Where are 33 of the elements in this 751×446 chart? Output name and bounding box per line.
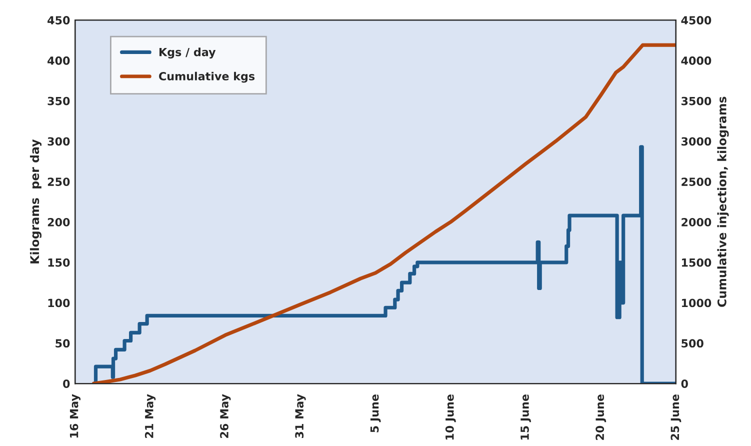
y-tick-label: 0 [63, 380, 70, 388]
y2-tick-label: 3500 [682, 96, 712, 106]
y2-tick-label: 500 [682, 339, 704, 348]
legend-label: Kgs / day [159, 48, 216, 58]
y-tick-label: 50 [56, 339, 70, 348]
y-axis-title: Kilograms per day [30, 139, 42, 264]
y2-tick-label: 1000 [682, 298, 712, 308]
y2-tick-label: 4500 [681, 16, 712, 24]
y-tick-label: 350 [48, 96, 70, 106]
x-tick-label: 15 June [520, 394, 531, 440]
x-tick-label: 26 May [220, 394, 231, 438]
y-tick-label: 250 [48, 178, 70, 186]
x-tick-label: 25 June [670, 394, 682, 440]
y-tick-label: 150 [48, 258, 70, 267]
legend-label: Cumulative kgs [159, 72, 255, 83]
y2-tick-label: 2000 [682, 218, 712, 226]
y2-tick-label: 3000 [682, 137, 712, 146]
y-tick-label: 200 [48, 218, 70, 226]
y-tick-label: 400 [48, 56, 70, 65]
y2-tick-label: 1500 [682, 258, 712, 267]
y2-tick-label: 0 [681, 380, 688, 388]
y2-axis-title: Cumulative injection, kilograms [717, 96, 729, 307]
x-tick-label: 10 June [445, 394, 456, 440]
y2-tick-label: 4000 [681, 56, 712, 65]
x-tick-label: 31 May [295, 394, 306, 438]
y-tick-label: 300 [48, 137, 70, 146]
y-tick-label: 100 [48, 298, 70, 308]
y-tick-label: 450 [48, 16, 70, 24]
x-tick-label: 20 June [596, 394, 606, 440]
x-tick-label: 21 May [144, 394, 156, 438]
x-tick-label: 5 June [370, 394, 381, 432]
y2-tick-label: 2500 [682, 178, 712, 186]
x-tick-label: 16 May [70, 394, 80, 438]
